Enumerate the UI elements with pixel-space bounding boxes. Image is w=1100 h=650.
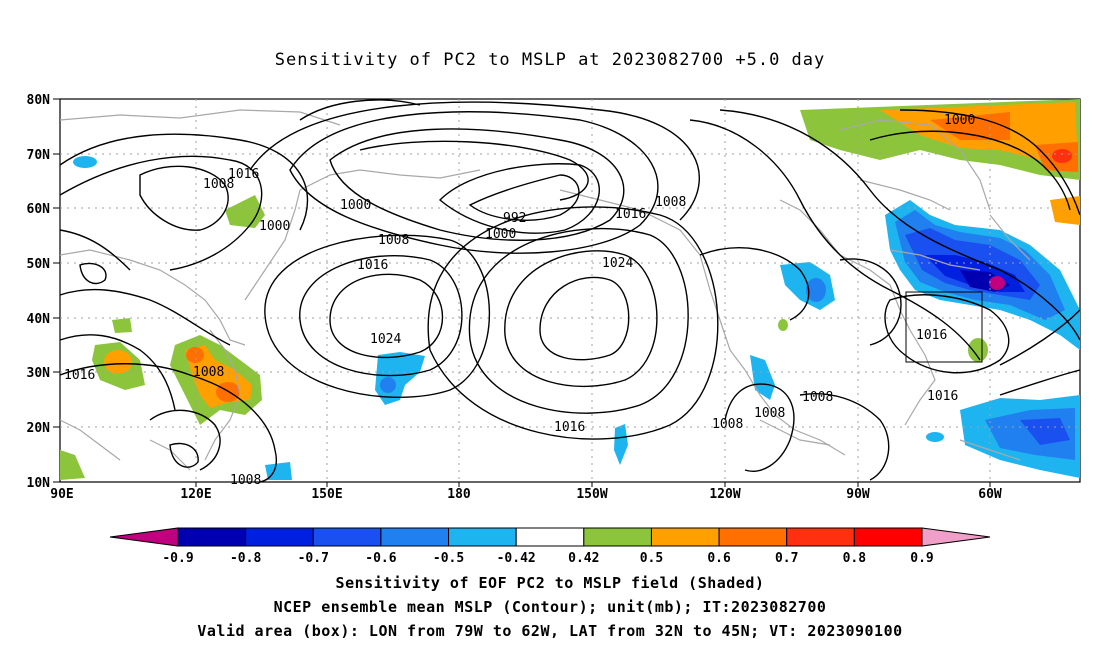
colorbar-label: 0.8 — [843, 551, 867, 566]
plot-title: Sensitivity of PC2 to MSLP at 2023082700… — [274, 50, 826, 70]
map-panel: 1016 1008 1000 1000 992 1000 1008 1016 1… — [27, 93, 1081, 502]
lat-axis: 80N 70N 60N 50N 40N 30N 20N 10N — [27, 93, 51, 491]
contour-label: 1016 — [64, 368, 95, 383]
colorbar-label: -0.7 — [298, 551, 329, 566]
lat-label: 50N — [27, 257, 51, 272]
colorbar-segment — [650, 527, 720, 547]
mslp-contours — [59, 99, 1081, 483]
contour-label: 1008 — [203, 177, 234, 192]
caption-line-3: Valid area (box): LON from 79W to 62W, L… — [197, 622, 903, 640]
lon-axis: 90E 120E 150E 180 150W 120W 90W 60W — [50, 487, 1002, 502]
colorbar-label: 0.7 — [775, 551, 798, 566]
contour-label: 1000 — [340, 198, 371, 213]
colorbar-segment — [853, 527, 923, 547]
colorbar-segment — [583, 527, 652, 547]
contour-label: 992 — [503, 211, 526, 226]
contour-label: 1016 — [916, 328, 947, 343]
lon-label: 120E — [180, 487, 211, 502]
contour-label: 1008 — [230, 473, 261, 488]
colorbar-segment — [177, 527, 247, 547]
colorbar-label: 0.5 — [640, 551, 663, 566]
lon-ticks — [195, 482, 991, 487]
colorbar-label: -0.6 — [365, 551, 396, 566]
contour-label-group: 1016 1008 1000 1000 992 1000 1008 1016 1… — [64, 113, 975, 488]
colorbar-segment — [448, 527, 517, 547]
graticule — [60, 99, 1080, 482]
contour-label: 1008 — [655, 195, 686, 210]
lat-label: 40N — [27, 312, 51, 327]
colorbar — [109, 527, 991, 547]
contour-label: 1016 — [228, 167, 259, 182]
colorbar-label: -0.5 — [433, 551, 464, 566]
caption-line-2: NCEP ensemble mean MSLP (Contour); unit(… — [273, 598, 827, 616]
lon-label: 150E — [311, 487, 342, 502]
contour-label: 1024 — [370, 332, 401, 347]
contour-label: 1000 — [485, 227, 516, 242]
contour-label: 1008 — [712, 417, 743, 432]
colorbar-label: -0.8 — [230, 551, 261, 566]
lat-label: 20N — [27, 421, 51, 436]
lat-ticks — [53, 98, 60, 483]
lat-label: 70N — [27, 148, 51, 163]
colorbar-segment — [718, 527, 788, 547]
caption-line-1: Sensitivity of EOF PC2 to MSLP field (Sh… — [335, 574, 765, 592]
lon-label: 90W — [846, 487, 870, 502]
lat-label: 30N — [27, 366, 51, 381]
shaded-sensitivity — [60, 99, 1080, 480]
contour-label: 1024 — [602, 256, 633, 271]
colorbar-labels: -0.9 -0.8 -0.7 -0.6 -0.5 -0.42 0.42 0.5 0.6 0.7 0.… — [162, 551, 933, 566]
lon-label: 150W — [576, 487, 607, 502]
colorbar-label: -0.9 — [162, 551, 193, 566]
colorbar-segment — [786, 527, 855, 547]
contour-label: 1016 — [357, 258, 388, 273]
colorbar-segment — [109, 527, 179, 547]
colorbar-label: 0.9 — [910, 551, 933, 566]
colorbar-segment — [312, 527, 382, 547]
lon-label: 180 — [447, 487, 471, 502]
contour-label: 1008 — [754, 406, 785, 421]
colorbar-segment — [921, 527, 991, 547]
lon-label: 60W — [978, 487, 1002, 502]
contour-label: 1016 — [554, 420, 585, 435]
lon-label: 90E — [50, 487, 73, 502]
coastlines — [59, 109, 1031, 471]
colorbar-segment — [245, 527, 314, 547]
contour-label: 1008 — [802, 390, 833, 405]
contour-label: 1000 — [944, 113, 975, 128]
contour-label: 1008 — [193, 365, 224, 380]
lon-label: 120W — [709, 487, 740, 502]
colorbar-segment — [515, 527, 585, 547]
colorbar-label: 0.6 — [707, 551, 731, 566]
colorbar-label: 0.42 — [568, 551, 599, 566]
contour-label: 1008 — [378, 233, 409, 248]
valid-area-box — [905, 291, 983, 363]
lat-label: 80N — [27, 93, 51, 108]
contour-label: 1000 — [259, 219, 290, 234]
contour-label: 1016 — [927, 389, 958, 404]
lat-label: 10N — [27, 476, 51, 491]
colorbar-segment — [380, 527, 450, 547]
colorbar-label: -0.42 — [497, 551, 536, 566]
lat-label: 60N — [27, 202, 51, 217]
contour-label: 1016 — [615, 207, 646, 222]
